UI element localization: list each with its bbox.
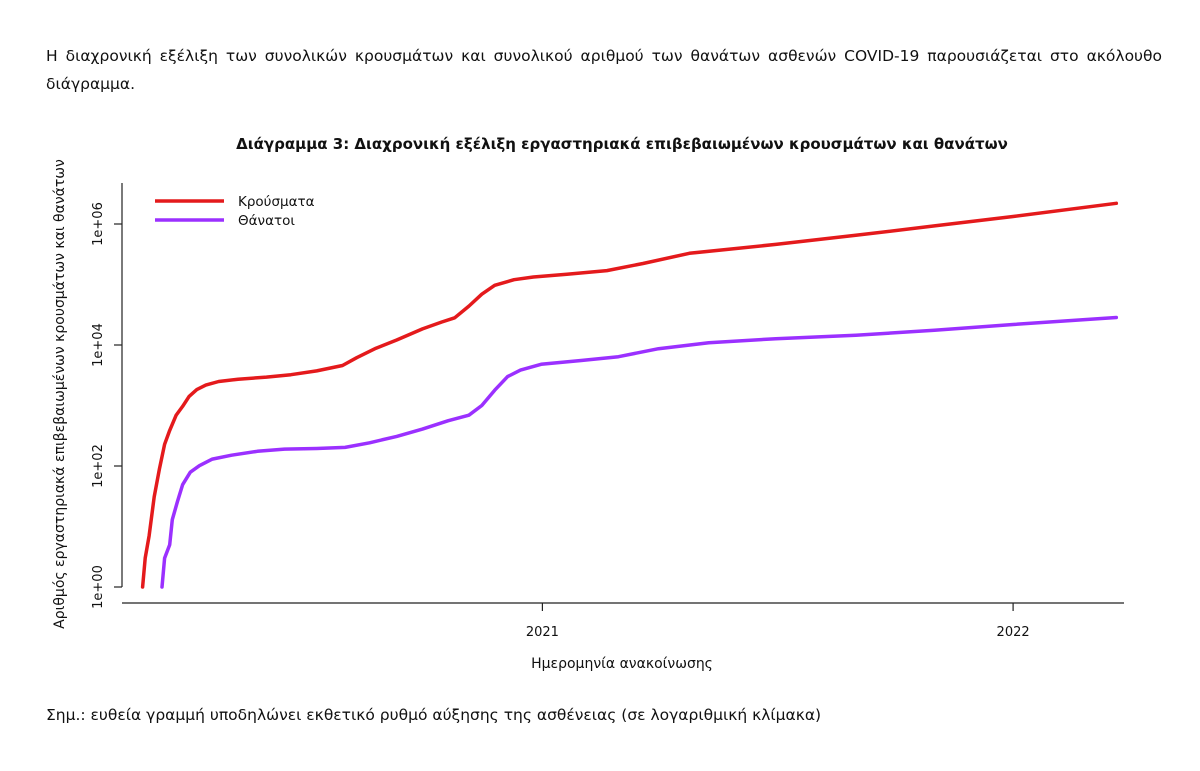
x-ticks: 2021 2022: [526, 603, 1030, 640]
intro-paragraph: Η διαχρονική εξέλιξη των συνολικών κρουσ…: [46, 47, 1162, 93]
footnote: Σημ.: ευθεία γραμμή υποδηλώνει εκθετικό …: [46, 706, 822, 724]
y-tick-label: 1e+04: [91, 323, 106, 367]
series-lines: [140, 201, 1119, 589]
y-tick-label: 1e+06: [91, 202, 106, 246]
axes: [121, 183, 1124, 604]
x-tick-label: 2021: [526, 625, 559, 640]
chart-title: Διάγραμμα 3: Διαχρονική εξέλιξη εργαστηρ…: [236, 135, 1008, 153]
series-line-deaths: [160, 315, 1119, 589]
series-line-cases: [140, 201, 1119, 589]
y-ticks: 1e+00 1e+02 1e+04 1e+06: [91, 202, 122, 609]
legend-label-deaths: Θάνατοι: [238, 213, 295, 229]
y-axis-label: Αριθμός εργαστηριακά επιβεβαιωμένων κρου…: [52, 159, 68, 629]
y-tick-label: 1e+00: [91, 565, 106, 609]
legend-label-cases: Κρούσματα: [238, 194, 315, 210]
y-tick-label: 1e+02: [91, 444, 106, 488]
x-tick-label: 2022: [997, 625, 1030, 640]
x-axis-label: Ημερομηνία ανακοίνωσης: [531, 656, 713, 672]
legend: Κρούσματα Θάνατοι: [155, 194, 315, 229]
